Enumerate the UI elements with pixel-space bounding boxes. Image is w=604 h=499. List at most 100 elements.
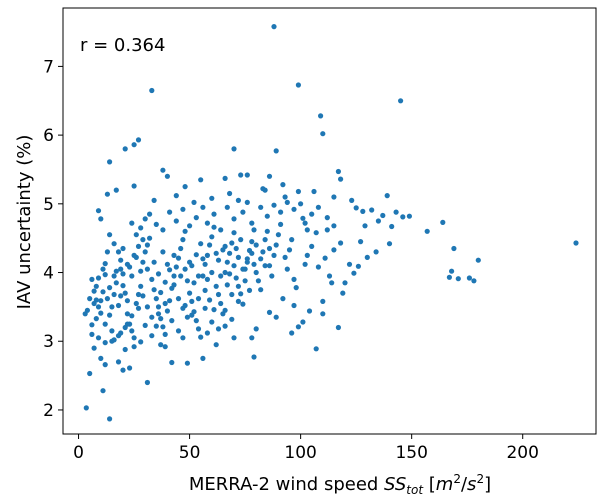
data-point <box>158 316 164 322</box>
data-point <box>280 296 286 302</box>
data-point <box>191 199 197 205</box>
data-point <box>246 287 253 293</box>
data-point <box>375 218 381 224</box>
data-point <box>215 257 222 263</box>
data-point <box>255 278 261 284</box>
data-point <box>273 242 279 248</box>
data-point <box>229 291 235 298</box>
data-point <box>95 208 102 214</box>
data-point <box>253 326 259 332</box>
data-point <box>171 273 177 279</box>
data-point <box>167 298 173 304</box>
data-point <box>353 205 359 211</box>
data-point <box>222 269 228 276</box>
data-point <box>175 255 182 261</box>
data-point <box>227 190 233 197</box>
data-point <box>271 202 277 208</box>
data-point <box>275 232 281 238</box>
data-point <box>364 254 370 260</box>
data-point <box>162 344 168 350</box>
data-point <box>118 266 124 272</box>
data-point <box>218 227 224 233</box>
data-point <box>300 215 306 221</box>
data-point <box>164 173 170 179</box>
data-point <box>295 324 301 330</box>
data-point <box>135 243 142 249</box>
data-point <box>218 300 224 307</box>
data-point <box>107 285 113 291</box>
data-point <box>180 335 186 341</box>
data-point <box>182 184 188 190</box>
data-point <box>87 296 93 302</box>
data-point <box>358 239 364 245</box>
data-point <box>100 266 106 272</box>
data-point <box>227 250 233 256</box>
data-point <box>142 322 148 328</box>
data-point <box>471 278 477 284</box>
data-point <box>135 137 142 143</box>
data-point <box>235 283 241 289</box>
data-point <box>215 291 222 298</box>
data-point <box>240 266 246 272</box>
data-point <box>204 276 210 282</box>
data-point <box>324 215 330 221</box>
data-point <box>122 346 128 353</box>
data-point <box>306 308 313 314</box>
data-point <box>198 241 204 247</box>
data-point <box>240 301 246 307</box>
data-point <box>251 354 257 360</box>
x-axis-label: MERRA-2 wind speed SStot [m2/s2] <box>189 472 491 497</box>
data-point <box>129 313 135 319</box>
data-point <box>167 209 173 215</box>
data-point <box>213 250 219 256</box>
y-axis-ticks: 2 3 4 5 6 7 <box>43 57 63 421</box>
data-point <box>400 214 406 220</box>
data-point <box>104 191 110 197</box>
data-point <box>398 98 404 104</box>
data-point <box>178 245 184 252</box>
data-point <box>244 172 250 178</box>
data-point <box>175 296 182 302</box>
data-point <box>102 362 108 368</box>
data-point <box>264 213 270 219</box>
data-point <box>224 259 230 265</box>
data-point <box>153 323 159 329</box>
data-point <box>120 245 126 252</box>
data-point <box>95 304 102 310</box>
data-point <box>266 245 273 252</box>
data-point <box>193 318 199 324</box>
data-point <box>207 242 213 248</box>
x-axis-ticks: 0 50 100 150 200 <box>73 434 539 463</box>
data-point <box>298 201 304 207</box>
data-point <box>149 314 155 320</box>
data-point <box>291 206 297 212</box>
data-point <box>195 326 202 332</box>
data-point <box>380 212 386 219</box>
data-point <box>258 287 264 293</box>
data-point <box>264 228 270 234</box>
data-point <box>249 220 255 226</box>
data-point <box>231 335 237 341</box>
data-point <box>144 379 150 386</box>
data-point <box>238 172 244 178</box>
data-point <box>222 175 228 181</box>
data-point <box>175 328 182 334</box>
data-point <box>111 273 117 279</box>
data-point <box>115 359 122 365</box>
data-point <box>140 293 146 299</box>
data-point <box>160 324 166 330</box>
data-point <box>124 321 130 327</box>
data-point <box>244 199 250 205</box>
data-point <box>95 335 102 341</box>
data-point <box>304 252 310 258</box>
data-point <box>138 339 144 345</box>
data-point <box>153 296 159 302</box>
data-point <box>269 273 275 279</box>
data-point <box>266 309 273 315</box>
data-point <box>238 237 244 243</box>
y-tick-label: 4 <box>43 264 54 284</box>
data-point <box>209 269 215 276</box>
data-point <box>98 298 104 304</box>
data-point <box>278 209 284 215</box>
